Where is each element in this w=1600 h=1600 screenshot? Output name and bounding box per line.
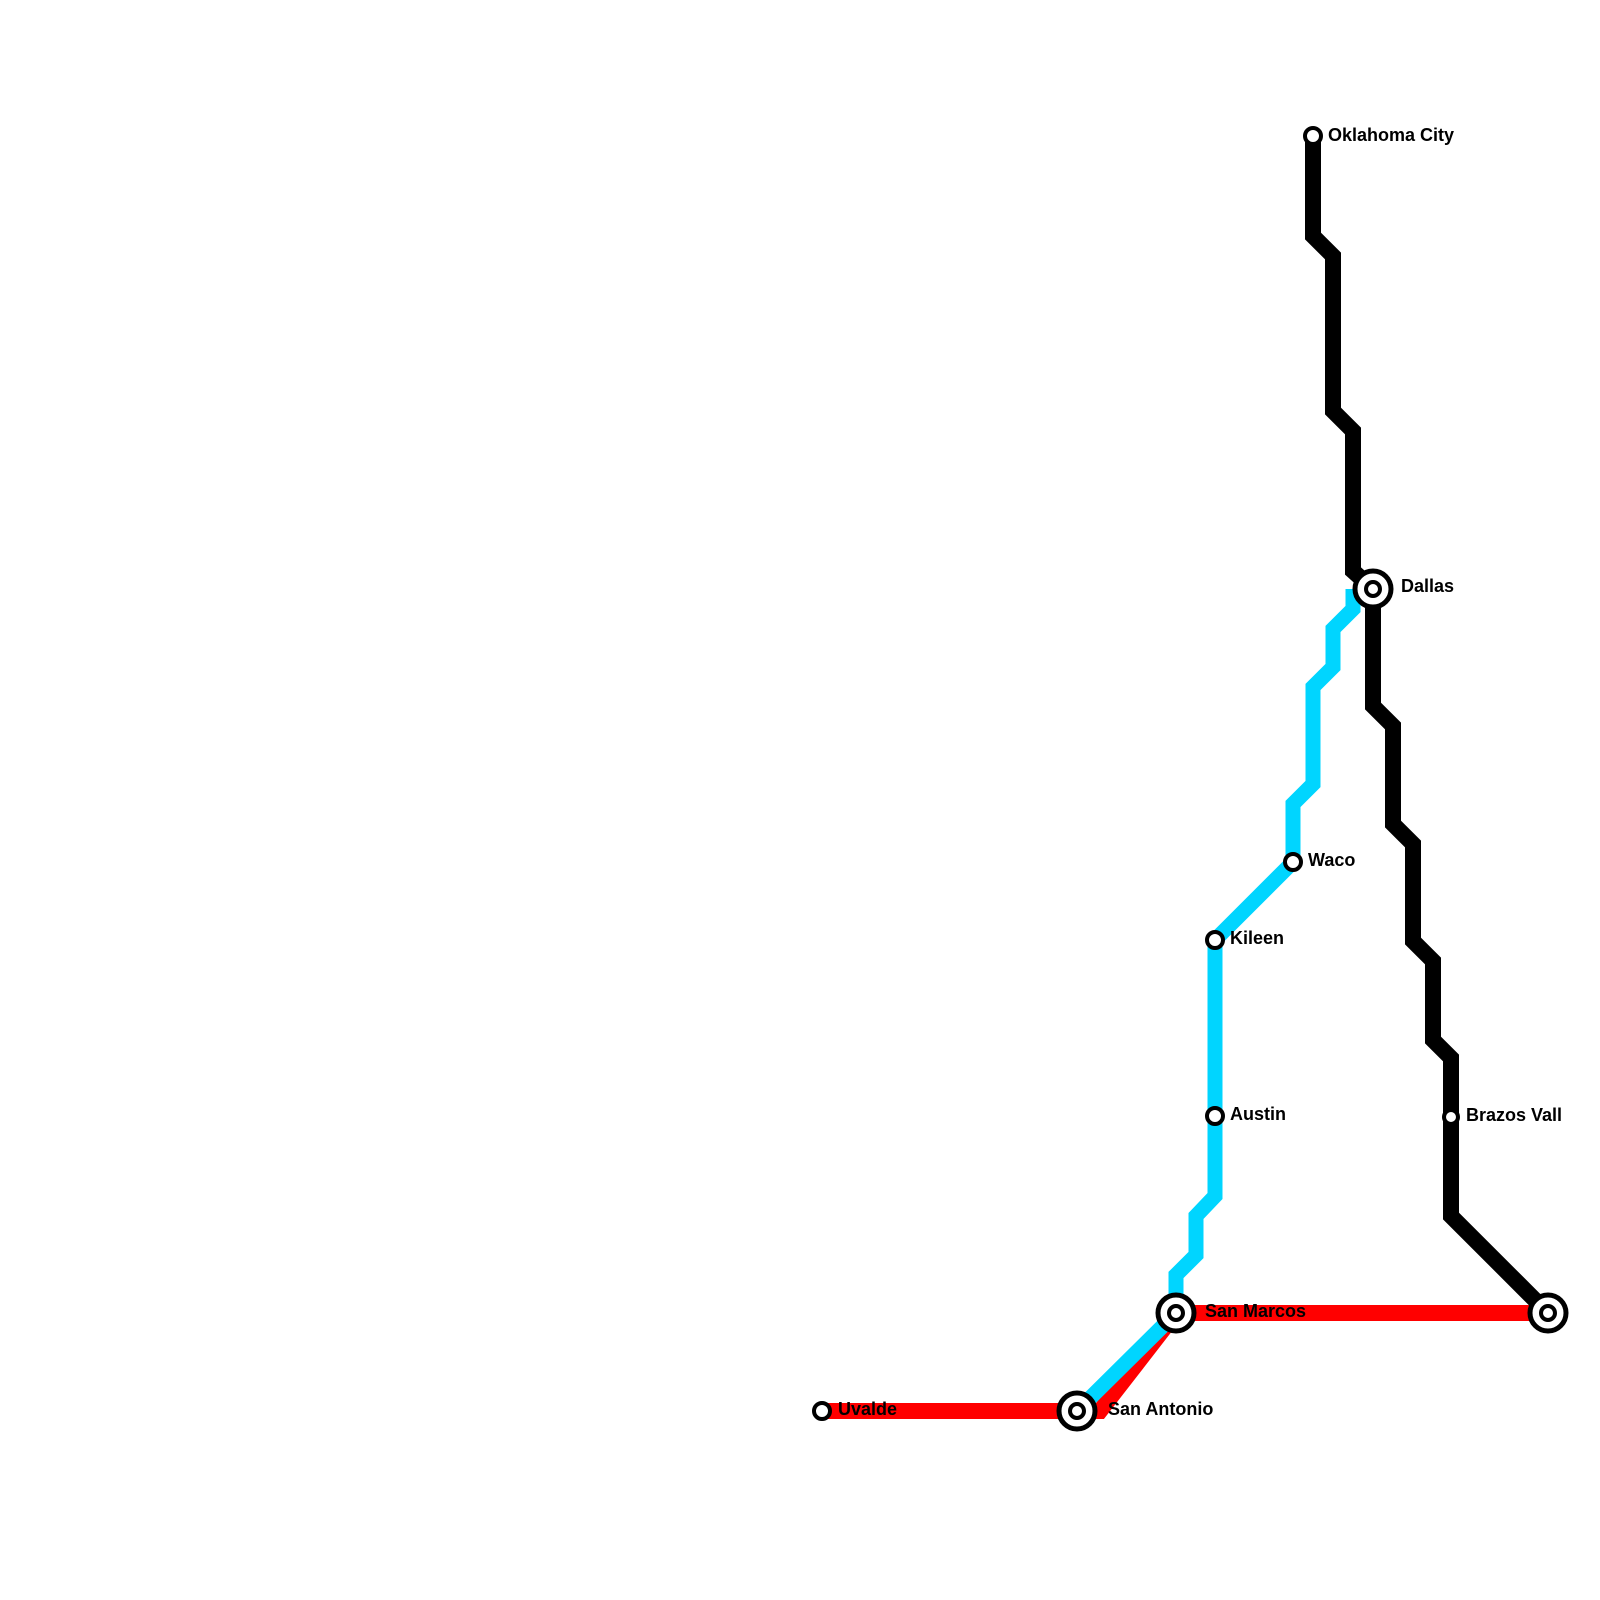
station-marker	[1283, 852, 1303, 872]
station-label: Brazos Vall	[1466, 1105, 1562, 1125]
interchange	[1352, 568, 1394, 610]
station-label: Dallas	[1401, 576, 1454, 596]
station-marker	[812, 1401, 832, 1421]
station-marker	[1205, 930, 1225, 950]
station-label: Waco	[1308, 850, 1355, 870]
station-label: San Marcos	[1205, 1301, 1306, 1321]
station-label: Uvalde	[838, 1399, 897, 1419]
red-line	[822, 1305, 1548, 1419]
station-label: San Antonio	[1108, 1399, 1213, 1419]
station-marker	[1303, 126, 1323, 146]
station-label: Kileen	[1230, 928, 1284, 948]
interchange	[1056, 1390, 1098, 1432]
station-marker	[1442, 1108, 1460, 1126]
black-line	[1305, 136, 1554, 1319]
cyan-line	[1071, 589, 1361, 1417]
station-label: Oklahoma City	[1328, 125, 1454, 145]
interchange	[1527, 1292, 1569, 1334]
interchange	[1155, 1292, 1197, 1334]
station-marker	[1205, 1106, 1225, 1126]
station-label: Austin	[1230, 1104, 1286, 1124]
